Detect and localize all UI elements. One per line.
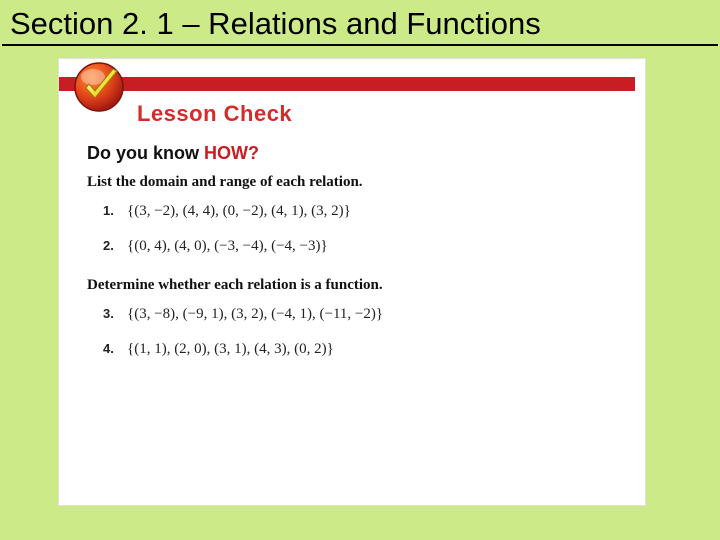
heading-how: HOW? (204, 143, 259, 163)
group-2: Determine whether each relation is a fun… (59, 277, 645, 358)
problems-block: Do you know HOW? List the domain and ran… (59, 143, 645, 376)
checkmark-icon (73, 61, 125, 113)
problem-set: {(0, 4), (4, 0), (−3, −4), (−4, −3)} (127, 238, 328, 255)
problem-number: 1. (103, 203, 127, 218)
problem-set: {(1, 1), (2, 0), (3, 1), (4, 3), (0, 2)} (127, 341, 334, 358)
heading-prefix: Do you know (87, 143, 204, 163)
problem-number: 2. (103, 238, 127, 253)
lesson-card: Lesson Check Do you know HOW? List the d… (58, 58, 646, 506)
problem-row: 2. {(0, 4), (4, 0), (−3, −4), (−4, −3)} (103, 238, 645, 255)
instruction-2: Determine whether each relation is a fun… (87, 277, 645, 294)
problem-row: 1. {(3, −2), (4, 4), (0, −2), (4, 1), (3… (103, 203, 645, 220)
page-title: Section 2. 1 – Relations and Functions (2, 0, 718, 46)
problem-row: 3. {(3, −8), (−9, 1), (3, 2), (−4, 1), (… (103, 306, 645, 323)
problem-set: {(3, −8), (−9, 1), (3, 2), (−4, 1), (−11… (127, 306, 383, 323)
problem-number: 3. (103, 306, 127, 321)
problem-number: 4. (103, 341, 127, 356)
lesson-check-title: Lesson Check (137, 101, 292, 127)
problem-set: {(3, −2), (4, 4), (0, −2), (4, 1), (3, 2… (127, 203, 351, 220)
do-you-know-how-heading: Do you know HOW? (87, 143, 645, 164)
instruction-1: List the domain and range of each relati… (87, 174, 645, 191)
red-banner-bar (59, 77, 635, 91)
problem-row: 4. {(1, 1), (2, 0), (3, 1), (4, 3), (0, … (103, 341, 645, 358)
